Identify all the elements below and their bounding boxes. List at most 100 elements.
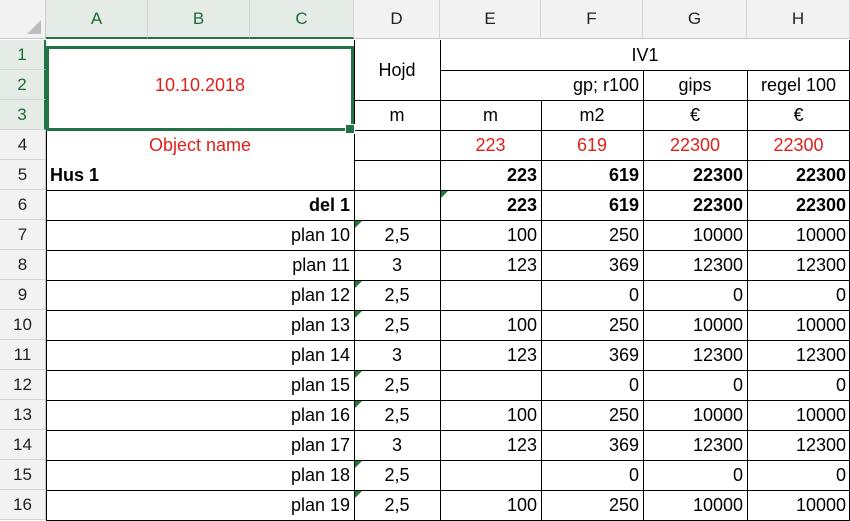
plan-f[interactable]: 369 (608, 344, 639, 365)
select-all-corner[interactable] (0, 0, 46, 39)
plan-label[interactable]: plan 11 (292, 254, 350, 275)
hojd-header[interactable]: Hojd (378, 59, 416, 80)
iv1-header[interactable]: IV1 (631, 44, 659, 65)
plan-g[interactable]: 0 (732, 464, 743, 485)
column-header-e[interactable]: E (440, 0, 541, 39)
row-header-7[interactable]: 7 (0, 220, 46, 250)
plan-height[interactable]: 2,5 (384, 464, 410, 485)
plan-label[interactable]: plan 16 (290, 404, 350, 425)
plan-g[interactable]: 12300 (692, 434, 743, 455)
hus-e[interactable]: 223 (506, 164, 537, 185)
row-header-10[interactable]: 10 (0, 310, 46, 340)
row-header-13[interactable]: 13 (0, 400, 46, 430)
plan-f[interactable]: 0 (628, 284, 639, 305)
plan-f[interactable]: 250 (608, 314, 639, 335)
plan-h[interactable]: 12300 (795, 344, 846, 365)
plan-label[interactable]: plan 12 (290, 284, 350, 305)
plan-height[interactable]: 2,5 (384, 284, 410, 305)
plan-g[interactable]: 0 (732, 374, 743, 395)
unit-d[interactable]: m (389, 104, 405, 125)
plan-e[interactable]: 100 (506, 494, 537, 515)
fill-handle[interactable] (345, 124, 355, 134)
total-g[interactable]: 22300 (669, 134, 721, 155)
plan-h[interactable]: 10000 (795, 404, 846, 425)
plan-height[interactable]: 2,5 (384, 494, 410, 515)
plan-h[interactable]: 0 (835, 464, 846, 485)
plan-e[interactable]: 100 (506, 224, 537, 245)
column-header-d[interactable]: D (354, 0, 440, 39)
row-header-15[interactable]: 15 (0, 460, 46, 490)
total-h[interactable]: 22300 (773, 134, 824, 155)
plan-f[interactable]: 0 (628, 464, 639, 485)
plan-f[interactable]: 250 (608, 224, 639, 245)
plan-e[interactable]: 123 (506, 344, 537, 365)
plan-e[interactable] (440, 280, 541, 310)
plan-e[interactable] (440, 370, 541, 400)
plan-h[interactable]: 12300 (795, 254, 846, 275)
column-header-h[interactable]: H (747, 0, 850, 39)
gp-r100-header[interactable]: gp; r100 (572, 74, 639, 95)
column-header-g[interactable]: G (643, 0, 747, 39)
plan-e[interactable]: 100 (506, 404, 537, 425)
plan-e[interactable]: 100 (506, 314, 537, 335)
plan-h[interactable]: 0 (835, 284, 846, 305)
plan-f[interactable]: 250 (608, 494, 639, 515)
object-name-cell[interactable]: Object name (148, 134, 252, 155)
plan-e[interactable] (440, 460, 541, 490)
plan-g[interactable]: 12300 (692, 254, 743, 275)
del-label[interactable]: del 1 (308, 194, 350, 215)
del-g[interactable]: 22300 (692, 194, 743, 215)
total-e[interactable]: 223 (475, 134, 506, 155)
row-header-11[interactable]: 11 (0, 340, 46, 370)
del-e[interactable]: 223 (506, 194, 537, 215)
plan-g[interactable]: 10000 (692, 494, 743, 515)
row-header-8[interactable]: 8 (0, 250, 46, 280)
row-header-5[interactable]: 5 (0, 160, 46, 190)
plan-e[interactable]: 123 (506, 434, 537, 455)
total-f[interactable]: 619 (576, 134, 608, 155)
plan-f[interactable]: 0 (628, 374, 639, 395)
plan-f[interactable]: 369 (608, 434, 639, 455)
plan-g[interactable]: 10000 (692, 404, 743, 425)
plan-h[interactable]: 12300 (795, 434, 846, 455)
column-header-c[interactable]: C (250, 0, 354, 39)
unit-h[interactable]: € (793, 104, 804, 125)
plan-h[interactable]: 0 (835, 374, 846, 395)
regel-header[interactable]: regel 100 (760, 74, 837, 95)
plan-label[interactable]: plan 17 (290, 434, 350, 455)
unit-g[interactable]: € (689, 104, 700, 125)
plan-label[interactable]: plan 15 (290, 374, 350, 395)
plan-label[interactable]: plan 19 (290, 494, 350, 515)
plan-height[interactable]: 2,5 (384, 404, 410, 425)
plan-height[interactable]: 2,5 (384, 374, 410, 395)
plan-e[interactable]: 123 (506, 254, 537, 275)
plan-height[interactable]: 2,5 (384, 314, 410, 335)
unit-f[interactable]: m2 (579, 104, 605, 125)
column-header-b[interactable]: B (148, 0, 250, 39)
del-h[interactable]: 22300 (795, 194, 846, 215)
del-f[interactable]: 619 (608, 194, 639, 215)
hus-label[interactable]: Hus 1 (50, 164, 100, 185)
row-header-14[interactable]: 14 (0, 430, 46, 460)
row-header-9[interactable]: 9 (0, 280, 46, 310)
plan-g[interactable]: 10000 (692, 314, 743, 335)
plan-g[interactable]: 12300 (692, 344, 743, 365)
plan-g[interactable]: 0 (732, 284, 743, 305)
hus-g[interactable]: 22300 (692, 164, 743, 185)
plan-h[interactable]: 10000 (795, 494, 846, 515)
merged-date-cell[interactable]: 10.10.2018 (154, 74, 246, 95)
row-header-1[interactable]: 1 (0, 40, 46, 70)
hus-f[interactable]: 619 (608, 164, 639, 185)
plan-g[interactable]: 10000 (692, 224, 743, 245)
unit-e[interactable]: m (483, 104, 498, 125)
plan-height[interactable]: 2,5 (384, 224, 410, 245)
row-header-2[interactable]: 2 (0, 70, 46, 100)
column-header-a[interactable]: A (46, 0, 148, 39)
plan-height[interactable]: 3 (391, 254, 402, 275)
plan-height[interactable]: 3 (391, 344, 402, 365)
plan-f[interactable]: 250 (608, 404, 639, 425)
plan-f[interactable]: 369 (608, 254, 639, 275)
plan-h[interactable]: 10000 (795, 224, 846, 245)
row-header-6[interactable]: 6 (0, 190, 46, 220)
plan-label[interactable]: plan 18 (290, 464, 350, 485)
